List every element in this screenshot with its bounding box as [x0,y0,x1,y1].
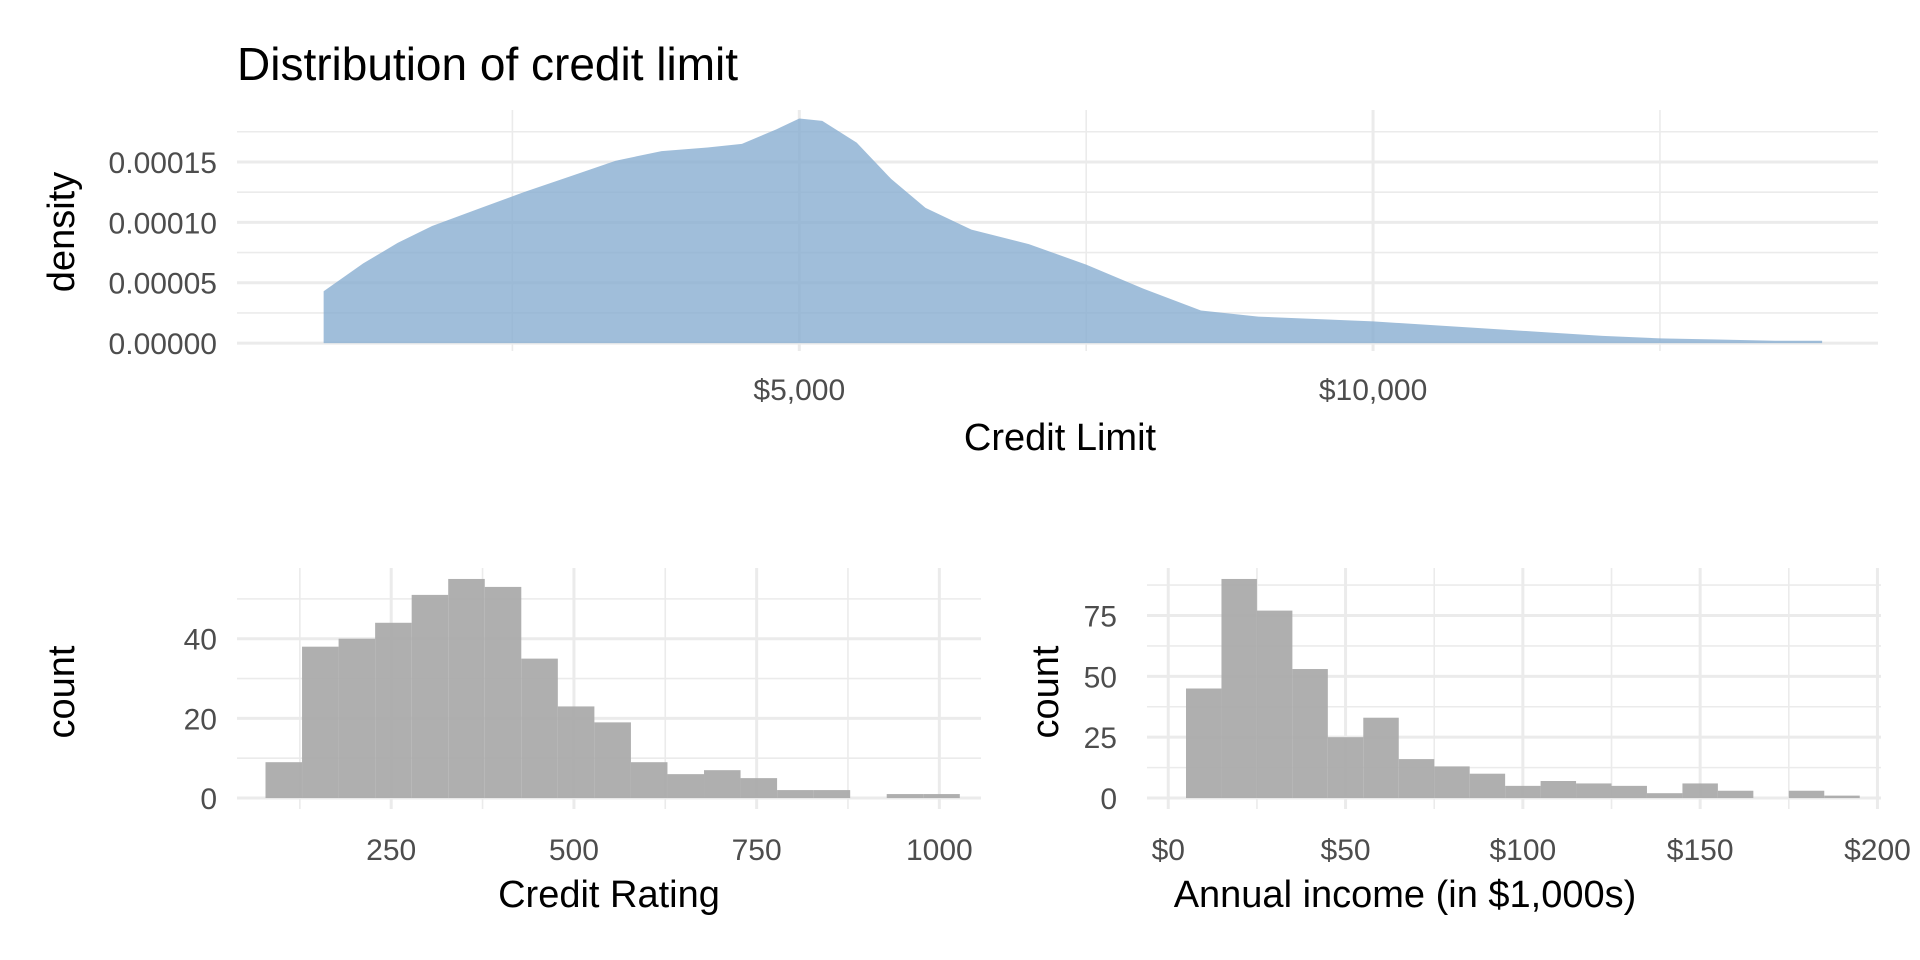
histogram-bar [1434,766,1470,799]
y-axis-title: density [41,172,83,292]
credit-rating-histogram-panel: 0 20 40 250 500 750 1000 Credit Rating count [41,568,981,916]
chart-title: Distribution of credit limit [237,38,738,90]
histogram-bar [1505,785,1541,799]
histogram-bar [1717,790,1754,799]
y-axis-title: count [1025,645,1067,738]
y-tick-label: 0.00005 [109,268,217,301]
y-tick-label: 0.00000 [109,328,217,361]
x-tick-label: $100 [1489,834,1556,867]
density-area [323,118,1823,344]
histogram-bar [667,774,705,799]
credit-limit-density-panel: Distribution of credit limit 0.00000 0.00… [41,38,1878,459]
histogram-bar [1186,688,1222,799]
histogram-bar [1646,793,1683,799]
y-tick-label: 0 [1100,783,1117,816]
histogram-bar [704,770,741,799]
histogram-bar [1611,785,1647,799]
histogram-bar [594,722,631,799]
x-tick-label: $0 [1152,834,1185,867]
histogram-bar [886,794,924,799]
histogram-bar [740,778,778,799]
histogram-bar [1788,790,1825,799]
y-tick-label: 40 [184,624,217,657]
histogram-bar [302,646,339,799]
histogram-bar [375,622,412,799]
histogram-bar [1398,759,1435,799]
x-tick-label: $5,000 [753,374,845,407]
histogram-bar [484,586,522,799]
histogram-bar [448,578,485,799]
y-tick-label: 25 [1084,722,1117,755]
histogram-bar [1256,610,1293,799]
histogram-bar [1469,773,1506,799]
histogram-bar [923,794,960,799]
histogram-bar [1221,578,1257,799]
histogram-bar [777,790,814,799]
histogram-bar [521,658,558,799]
y-axis-title: count [41,645,83,738]
histogram-bar [1824,795,1860,799]
x-axis-title: Credit Rating [498,874,720,916]
x-tick-label: 750 [732,834,782,867]
y-tick-label: 75 [1084,600,1117,633]
histogram-bar [1540,781,1577,799]
histogram-bar [1292,669,1328,799]
y-tick-label: 0 [200,783,217,816]
x-axis-title: Annual income (in $1,000s) [1174,874,1637,916]
x-tick-label: $50 [1321,834,1371,867]
histogram-bar [1327,737,1364,799]
y-tick-label: 20 [184,703,217,736]
x-tick-label: 250 [366,834,416,867]
y-tick-label: 0.00010 [109,207,217,240]
x-tick-label: 500 [549,834,599,867]
x-axis-title: Credit Limit [964,417,1157,459]
histogram-bar [411,594,449,799]
x-tick-label: $10,000 [1319,374,1427,407]
histogram-bar [1576,783,1612,799]
x-tick-label: 1000 [906,834,973,867]
histogram-bar [813,790,851,799]
y-tick-label: 50 [1084,661,1117,694]
histogram-bar [338,638,376,799]
x-tick-label: $200 [1844,834,1911,867]
histogram-bar [557,706,595,799]
histogram-bar [630,762,668,799]
histogram-bar [1682,783,1718,799]
histogram-bar [265,762,303,799]
y-tick-label: 0.00015 [109,147,217,180]
histogram-bar [1363,717,1399,799]
x-tick-label: $150 [1667,834,1734,867]
annual-income-histogram-panel: 0 25 50 75 $0 $50 $100 $150 $200 Annual income … [1025,568,1911,916]
